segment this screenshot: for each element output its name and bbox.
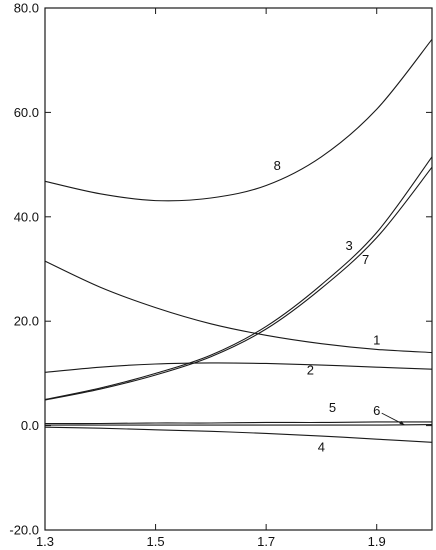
y-tick-label: -20.0 xyxy=(9,523,39,538)
curves-group xyxy=(44,38,433,443)
curve-label-7: 7 xyxy=(362,252,369,267)
curve-label-1: 1 xyxy=(373,333,380,348)
curve-label-4: 4 xyxy=(318,440,325,455)
curve-6-leader-arrowhead xyxy=(399,420,405,425)
y-tick-label: 0.0 xyxy=(21,418,39,433)
curve-6 xyxy=(45,424,433,426)
curve-4 xyxy=(44,426,433,443)
y-tick-label: 60.0 xyxy=(14,105,39,120)
y-tick-label: 40.0 xyxy=(14,209,39,224)
x-tick-label: 1.5 xyxy=(147,534,165,549)
x-tick-label: 1.9 xyxy=(368,534,386,549)
curve-8 xyxy=(44,38,433,202)
curve-label-2: 2 xyxy=(307,362,314,377)
y-tick-labels-group: -20.0 0.0 20.0 40.0 60.0 80.0 xyxy=(9,1,39,538)
curve-label-6: 6 xyxy=(373,403,380,418)
x-tick-labels-group: 1.3 1.5 1.7 1.9 xyxy=(36,534,386,549)
curve-label-5: 5 xyxy=(329,400,336,415)
y-tick-label: 80.0 xyxy=(14,1,39,16)
leader-lines-group xyxy=(381,412,405,426)
x-tick-label: 1.7 xyxy=(257,534,275,549)
curve-label-3: 3 xyxy=(345,238,352,253)
plot-frame xyxy=(44,7,433,531)
ticks-group xyxy=(44,7,432,531)
curve-labels-group: 8 37 1 2 5 6 4 xyxy=(274,158,381,455)
curve-2 xyxy=(44,362,433,373)
curve-3 xyxy=(44,156,433,401)
curve-5 xyxy=(44,421,433,425)
y-tick-label: 20.0 xyxy=(14,314,39,329)
curve-1 xyxy=(44,260,433,354)
curve-7 xyxy=(44,166,433,401)
x-tick-label: 1.3 xyxy=(36,534,54,549)
curve-label-8: 8 xyxy=(274,158,281,173)
